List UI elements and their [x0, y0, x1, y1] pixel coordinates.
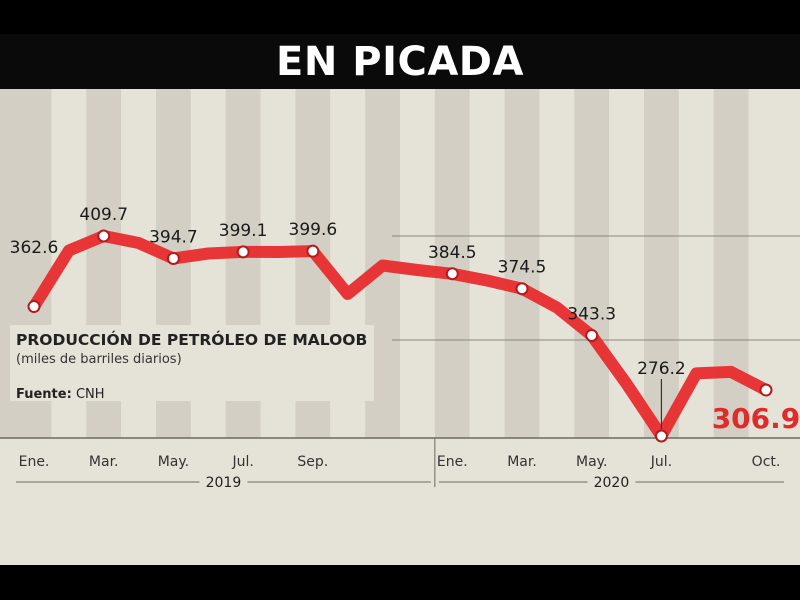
- data-label: 374.5: [498, 258, 547, 278]
- stripe: [574, 89, 610, 438]
- x-tick-label: Sep.: [297, 454, 328, 470]
- x-tick-label: Mar.: [89, 454, 119, 470]
- page-title: EN PICADA: [276, 38, 524, 85]
- data-point: [585, 328, 599, 342]
- chart-title: PRODUCCIÓN DE PETRÓLEO DE MALOOB: [16, 330, 367, 349]
- stripe: [469, 89, 505, 438]
- series-line: [28, 230, 772, 442]
- header-banner: EN PICADA: [0, 34, 800, 89]
- source-label: Fuente:: [16, 387, 72, 402]
- axis-band: [0, 438, 800, 565]
- year-label: 2019: [206, 475, 242, 491]
- data-point: [515, 282, 529, 296]
- source-note: Fuente: CNH: [16, 387, 105, 402]
- series-line-group: [27, 229, 773, 443]
- data-point: [445, 267, 459, 281]
- chart-text-block: PRODUCCIÓN DE PETRÓLEO DE MALOOB (miles …: [10, 325, 374, 402]
- stripe: [434, 89, 470, 438]
- data-point: [759, 383, 773, 397]
- chart-area: Ene. Mar. May. Jul. Sep. Ene. Mar. May. Jul. Oct.…: [0, 89, 800, 565]
- data-label: 343.3: [567, 304, 616, 324]
- stripe: [504, 89, 540, 438]
- data-label: 394.7: [149, 227, 198, 247]
- source-value: CNH: [76, 387, 105, 402]
- data-point: [306, 244, 320, 258]
- data-label: 384.5: [428, 243, 477, 263]
- data-point: [27, 300, 41, 314]
- data-labels: 362.6 409.7 394.7 399.1 399.6 384.5 374.5 343.3…: [10, 205, 800, 435]
- data-point: [654, 429, 668, 443]
- text-block-background: [10, 325, 374, 401]
- x-tick-label: Oct.: [752, 454, 781, 470]
- x-tick-label: Ene.: [437, 454, 468, 470]
- highlight-value-label: 306.9: [712, 402, 800, 435]
- x-tick-label: May.: [158, 454, 189, 470]
- data-point: [97, 229, 111, 243]
- year-label: 2020: [594, 475, 630, 491]
- data-label: 399.1: [219, 221, 268, 241]
- stripe: [539, 89, 575, 438]
- x-tick-label: Mar.: [507, 454, 537, 470]
- data-label: 399.6: [289, 220, 338, 240]
- x-axis: Ene. Mar. May. Jul. Sep. Ene. Mar. May. Jul. Oct.…: [0, 437, 800, 491]
- x-tick-label: Ene.: [19, 454, 50, 470]
- chart-subtitle: (miles de barriles diarios): [16, 352, 182, 367]
- stripe: [713, 89, 749, 438]
- line-chart: Ene. Mar. May. Jul. Sep. Ene. Mar. May. Jul. Oct.…: [0, 89, 800, 565]
- x-tick-label: May.: [576, 454, 607, 470]
- x-tick-label: Jul.: [650, 454, 672, 470]
- data-point: [166, 251, 180, 265]
- x-tick-label: Jul.: [231, 454, 253, 470]
- data-point: [236, 245, 250, 259]
- data-label: 276.2: [637, 359, 686, 379]
- data-label: 362.6: [10, 238, 59, 258]
- data-label: 409.7: [79, 205, 128, 225]
